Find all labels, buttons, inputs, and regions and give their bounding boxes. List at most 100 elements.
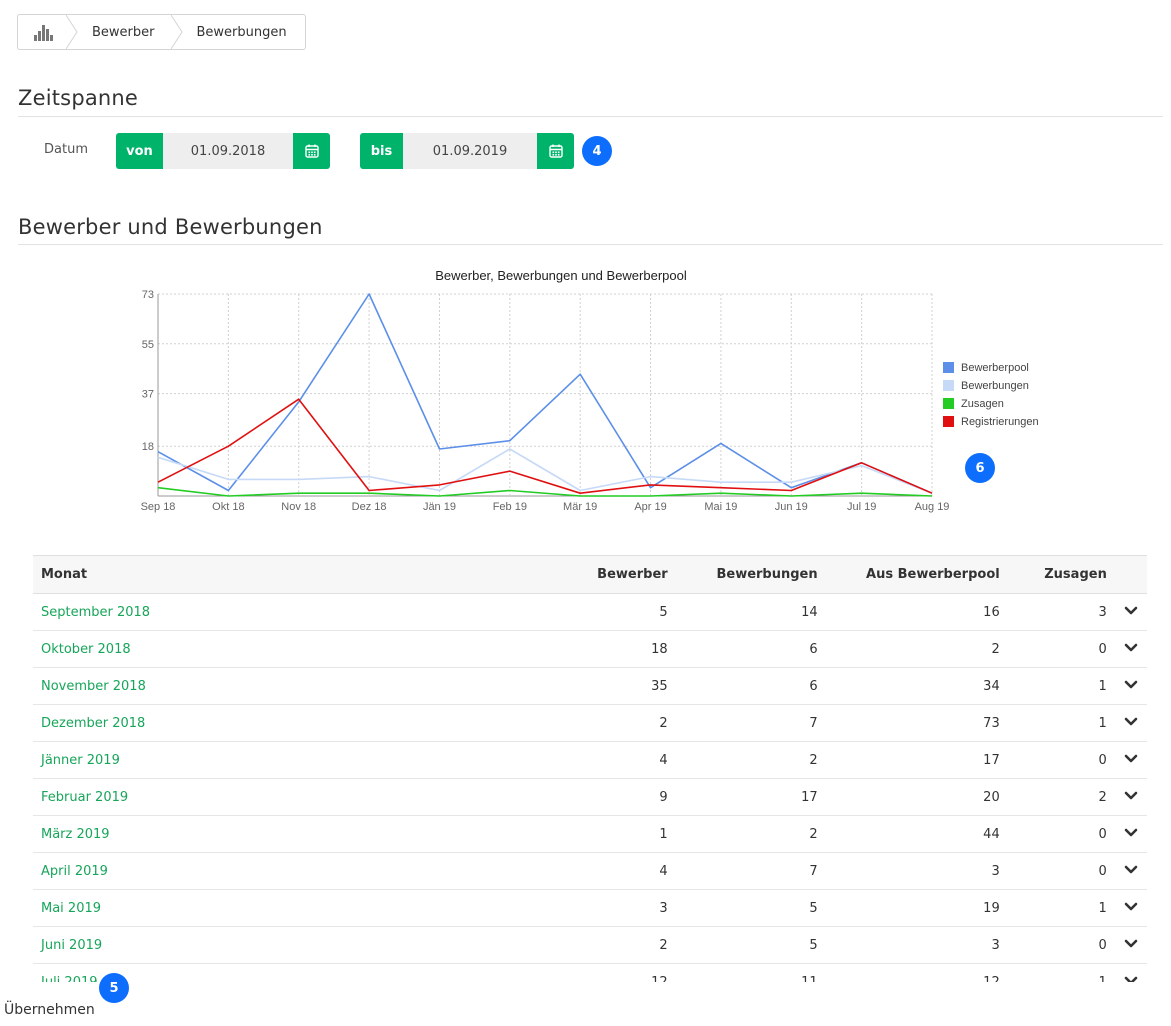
chevron-down-icon	[1124, 902, 1138, 910]
chart-legend-label: Bewerbungen	[961, 380, 1029, 392]
section-divider	[18, 116, 1163, 117]
table-row[interactable]: Dezember 2018 2 7 73 1	[33, 704, 1147, 742]
month-cell[interactable]: November 2018	[33, 667, 548, 705]
offers-cell: 1	[1007, 704, 1115, 742]
chart-xtick-label: Jun 19	[775, 501, 808, 513]
month-cell[interactable]: Juni 2019	[33, 926, 548, 964]
chart-legend-swatch	[943, 380, 954, 391]
table-row[interactable]: März 2019 1 2 44 0	[33, 815, 1147, 853]
bar-chart-icon	[33, 23, 53, 41]
month-cell[interactable]: Dezember 2018	[33, 704, 548, 742]
column-header-month[interactable]: Monat	[33, 555, 548, 594]
chart-xtick-label: Sep 18	[141, 501, 176, 513]
table-row[interactable]: April 2019 4 7 3 0	[33, 852, 1147, 890]
date-from-input[interactable]	[163, 133, 293, 169]
column-header-applicants[interactable]: Bewerber	[547, 555, 676, 594]
chart-xtick-label: Jul 19	[847, 501, 876, 513]
annotation-badge-chart: 6	[965, 453, 995, 483]
chart-series-line-registrierungen	[157, 398, 933, 494]
month-cell[interactable]: Jänner 2019	[33, 741, 548, 779]
table-row[interactable]: Juni 2019 2 5 3 0	[33, 926, 1147, 964]
offers-cell: 0	[1007, 741, 1115, 779]
applicants-cell: 2	[547, 926, 676, 964]
applicants-cell: 2	[547, 704, 676, 742]
table-row[interactable]: Februar 2019 9 17 20 2	[33, 778, 1147, 816]
column-header-from-pool[interactable]: Aus Bewerberpool	[825, 555, 1008, 594]
chart-ytick-label: 55	[142, 339, 154, 351]
month-cell[interactable]: Februar 2019	[33, 778, 548, 816]
row-toggle-button[interactable]	[1114, 889, 1147, 927]
stats-table-container[interactable]: Monat Bewerber Bewerbungen Aus Bewerberp…	[33, 555, 1147, 982]
row-toggle-button[interactable]	[1114, 852, 1147, 890]
breadcrumb-separator	[66, 15, 78, 49]
table-row[interactable]: November 2018 35 6 34 1	[33, 667, 1147, 705]
stats-table: Monat Bewerber Bewerbungen Aus Bewerberp…	[33, 555, 1147, 982]
applications-cell: 14	[675, 593, 826, 631]
annotation-badge-date: 4	[582, 136, 612, 166]
section-title-chart: Bewerber und Bewerbungen	[18, 215, 323, 239]
chevron-down-icon	[1124, 643, 1138, 651]
date-from-calendar-button[interactable]	[293, 133, 330, 169]
column-header-offers[interactable]: Zusagen	[1007, 555, 1115, 594]
breadcrumb-item-bewerbungen[interactable]: Bewerbungen	[173, 15, 305, 49]
table-row[interactable]: September 2018 5 14 16 3	[33, 593, 1147, 631]
row-toggle-button[interactable]	[1114, 741, 1147, 779]
table-row[interactable]: Jänner 2019 4 2 17 0	[33, 741, 1147, 779]
annotation-badge-apply: 5	[99, 973, 129, 1003]
calendar-icon	[548, 144, 563, 158]
applications-cell: 6	[675, 630, 826, 668]
chart-legend-label: Bewerberpool	[961, 362, 1029, 374]
chevron-down-icon	[1124, 976, 1138, 982]
chevron-down-icon	[1124, 717, 1138, 725]
applicants-cell: 1	[547, 815, 676, 853]
chart-legend-label: Registrierungen	[961, 416, 1039, 428]
month-cell[interactable]: Mai 2019	[33, 889, 548, 927]
offers-cell: 3	[1007, 593, 1115, 631]
applications-cell: 7	[675, 852, 826, 890]
table-row[interactable]: Juli 2019 12 11 12 1	[33, 963, 1147, 982]
table-row[interactable]: Mai 2019 3 5 19 1	[33, 889, 1147, 927]
from-pool-cell: 34	[825, 667, 1008, 705]
chart-xtick-label: Aug 19	[915, 501, 950, 513]
row-toggle-button[interactable]	[1114, 815, 1147, 853]
month-cell[interactable]: März 2019	[33, 815, 548, 853]
column-header-applications[interactable]: Bewerbungen	[675, 555, 826, 594]
chart-series-line-zusagen	[157, 486, 933, 497]
applications-cell: 5	[675, 889, 826, 927]
date-to-input[interactable]	[403, 133, 537, 169]
chart-legend-swatch	[943, 362, 954, 373]
chevron-down-icon	[1124, 754, 1138, 762]
chart-title: Bewerber, Bewerbungen und Bewerberpool	[435, 268, 687, 283]
row-toggle-button[interactable]	[1114, 593, 1147, 631]
offers-cell: 0	[1007, 852, 1115, 890]
row-toggle-button[interactable]	[1114, 630, 1147, 668]
month-cell[interactable]: September 2018	[33, 593, 548, 631]
month-cell[interactable]: Juli 2019	[33, 963, 548, 982]
apply-button[interactable]: Übernehmen	[4, 1002, 95, 1018]
applicants-cell: 4	[547, 852, 676, 890]
date-to-calendar-button[interactable]	[537, 133, 574, 169]
row-toggle-button[interactable]	[1114, 667, 1147, 705]
chart-series-line-bewerbungen	[157, 448, 933, 494]
applicants-cell: 35	[547, 667, 676, 705]
row-toggle-button[interactable]	[1114, 963, 1147, 982]
month-cell[interactable]: Oktober 2018	[33, 630, 548, 668]
applications-cell: 2	[675, 741, 826, 779]
breadcrumb-home[interactable]	[18, 15, 78, 49]
footer-bar: Übernehmen 5	[0, 973, 1171, 1026]
month-cell[interactable]: April 2019	[33, 852, 548, 890]
date-to-addon: bis	[360, 133, 403, 169]
chart-xtick-label: Nov 18	[281, 501, 316, 513]
row-toggle-button[interactable]	[1114, 926, 1147, 964]
chart-xtick-label: Feb 19	[493, 501, 527, 513]
applicants-cell: 12	[547, 963, 676, 982]
date-label: Datum	[44, 142, 88, 157]
table-row[interactable]: Oktober 2018 18 6 2 0	[33, 630, 1147, 668]
from-pool-cell: 3	[825, 852, 1008, 890]
breadcrumb-item-label: Bewerber	[92, 24, 155, 40]
breadcrumb-item-bewerber[interactable]: Bewerber	[68, 15, 183, 49]
row-toggle-button[interactable]	[1114, 778, 1147, 816]
applicants-cell: 5	[547, 593, 676, 631]
chart-series-line-bewerberpool	[157, 293, 933, 494]
row-toggle-button[interactable]	[1114, 704, 1147, 742]
